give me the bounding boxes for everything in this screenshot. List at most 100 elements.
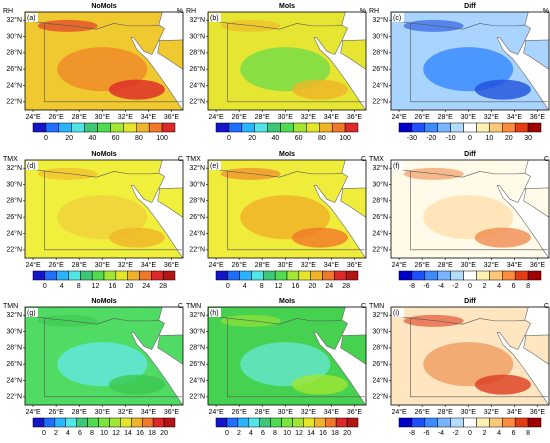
map-panel: (f) Diff TMX C 32°N 30°N 28°N 26°N 24°N 22°N24°E 2… [369, 151, 550, 290]
lon-label: 32°E [118, 113, 134, 121]
colorbar-box [298, 270, 311, 281]
colorbar-label: -30 [407, 135, 417, 142]
tag-bg [26, 161, 38, 170]
colorbar-label: 12 [275, 283, 283, 290]
colorbar-box [215, 417, 228, 428]
lon-label: 36°E [530, 408, 546, 416]
lon-label: 28°E [255, 408, 271, 416]
lat-label: 26°N [6, 360, 22, 368]
colorbar-label: 8 [526, 283, 530, 290]
red-sea [313, 37, 366, 110]
map-panel: (b) MoIs RH % 32°N 30°N 28°N 26°N 24°N 22°N24°E 26… [186, 3, 367, 142]
colorbar-box [45, 122, 60, 133]
field-blob [291, 374, 348, 395]
lon-label: 32°E [301, 408, 317, 416]
colorbar-label: 8 [273, 430, 277, 437]
colorbar-label: 4 [66, 430, 70, 437]
red-sea [130, 185, 183, 258]
colorbar-label: 10 [100, 430, 108, 437]
lon-label: 36°E [347, 113, 363, 121]
map-field [391, 307, 549, 405]
levant [524, 307, 549, 336]
tag-bg [392, 161, 404, 170]
lat-label: 24°N [372, 81, 388, 89]
colorbar-box [281, 417, 293, 428]
colorbar-label: -8 [409, 283, 415, 290]
lat-label: 30°N [6, 327, 22, 335]
colorbar-label: -6 [423, 430, 429, 437]
field-blob [57, 195, 148, 240]
colorbar-box [32, 417, 45, 428]
panel-title: NoMoIs [91, 151, 116, 158]
field-blob [37, 314, 98, 327]
unit-label: % [177, 8, 183, 15]
variable-label: RH [186, 8, 196, 15]
lon-label: 30°E [95, 261, 111, 269]
border [44, 171, 182, 251]
coast [208, 19, 342, 30]
lon-label: 26°E [232, 408, 248, 416]
colorbar-box [251, 270, 264, 281]
colorbar-box [476, 270, 490, 281]
colorbar-box [139, 270, 152, 281]
colorbar-box [398, 270, 413, 281]
colorbar-box [345, 270, 359, 281]
lon-label: 34°E [141, 113, 157, 121]
colorbar-box [248, 417, 260, 428]
field-blob [240, 195, 331, 240]
colorbar-box [514, 270, 529, 281]
colorbar-box [411, 122, 426, 133]
field-blob [403, 167, 464, 180]
levant [524, 160, 549, 189]
colorbar-label: 0 [468, 430, 472, 437]
colorbar-box [263, 270, 276, 281]
colorbar-box [303, 417, 315, 428]
colorbar-box [239, 270, 252, 281]
colorbar-box [476, 417, 490, 428]
lon-label: 28°E [72, 261, 88, 269]
lon-label: 24°E [391, 408, 407, 416]
map-frame [207, 159, 367, 259]
colorbar-label: 20 [308, 283, 316, 290]
border [227, 171, 365, 251]
colorbar-box [131, 417, 143, 428]
colorbar-label: 2 [483, 283, 487, 290]
colorbar-box [97, 122, 111, 133]
field-blob [108, 79, 165, 100]
lon-label: 34°E [324, 408, 340, 416]
colorbar-box [241, 122, 255, 133]
panel-title: Diff [464, 3, 476, 10]
map-panel: (d) NoMoIs TMX C 32°N 30°N 28°N 26°N 24°N 22°N24°… [3, 151, 184, 290]
colorbar-box [411, 270, 426, 281]
colorbar-box [527, 270, 542, 281]
colorbar-box [463, 417, 477, 428]
colorbar-label: 4 [497, 430, 501, 437]
border [44, 23, 182, 103]
colorbar-box [502, 270, 516, 281]
lat-label: 22°N [372, 393, 388, 401]
lat-label: 32°N [189, 311, 205, 319]
colorbar-box [502, 417, 516, 428]
colorbar-box [476, 122, 490, 133]
lat-label: 26°N [189, 360, 205, 368]
colorbar-label: 12 [295, 430, 303, 437]
lon-label: 36°E [164, 113, 180, 121]
panel-title: MoIs [279, 151, 295, 158]
colorbar-box [310, 270, 323, 281]
field-blob [37, 167, 98, 180]
colorbar-box [489, 122, 503, 133]
map-field [208, 12, 366, 110]
colorbar-box [450, 122, 464, 133]
field-blob [474, 374, 531, 395]
panel-title: Diff [464, 151, 476, 158]
map-panel: (a) NoMoIs RH % 32°N 30°N 28°N 26°N 24°N 22°N24°E… [3, 3, 184, 142]
lat-label: 28°N [372, 49, 388, 57]
lon-label: 28°E [72, 408, 88, 416]
coast [25, 19, 159, 30]
colorbar-label: 4 [243, 283, 247, 290]
colorbar-label: -6 [423, 283, 429, 290]
colorbar-box [437, 417, 451, 428]
field-blob [291, 227, 348, 248]
coast [25, 314, 159, 325]
colorbar-box [32, 122, 47, 133]
